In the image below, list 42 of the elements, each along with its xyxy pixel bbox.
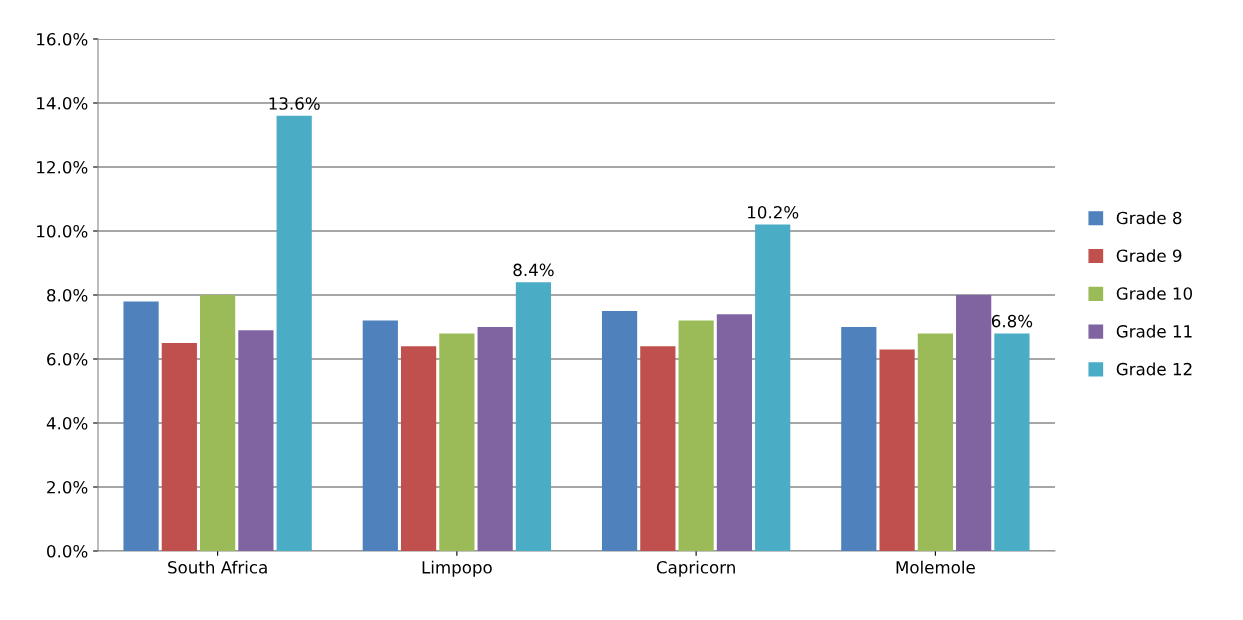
bar	[276, 115, 312, 551]
data-label: 8.4%	[513, 263, 554, 277]
y-tick-label: 2.0%	[47, 480, 88, 494]
bar	[678, 320, 714, 551]
y-tick-label: 16.0%	[37, 32, 88, 46]
bar	[238, 330, 274, 551]
y-tick-label: 8.0%	[47, 288, 88, 302]
y-tick-label: 0.0%	[47, 544, 88, 558]
legend-label: Grade 12	[1116, 362, 1192, 376]
data-label: 13.6%	[269, 97, 320, 110]
x-tick-label: Limpopo	[422, 560, 492, 577]
legend-label: Grade 10	[1116, 286, 1193, 300]
bar	[994, 333, 1030, 551]
bar	[477, 327, 513, 551]
x-tick-label: South Africa	[168, 560, 267, 574]
data-label: 10.2%	[748, 205, 799, 219]
bar	[200, 295, 236, 551]
y-tick-label: 10.0%	[37, 224, 88, 238]
bar	[601, 311, 638, 551]
bar	[439, 333, 475, 551]
bar	[515, 282, 552, 551]
data-label: 6.8%	[991, 314, 1033, 328]
y-tick-label: 4.0%	[46, 416, 88, 430]
x-tick-label: Capricorn	[656, 560, 735, 577]
x-tick-label: Molemole	[896, 560, 975, 574]
y-tick-label: 6.0%	[47, 352, 88, 366]
bar	[716, 314, 753, 551]
bar	[123, 301, 159, 551]
legend-label: Grade 11	[1116, 324, 1192, 338]
bar	[400, 346, 437, 551]
bar	[879, 349, 915, 551]
bar	[161, 343, 197, 551]
bar	[755, 224, 791, 551]
bar	[640, 346, 676, 551]
y-tick-label: 12.0%	[37, 160, 88, 174]
bar	[917, 333, 953, 551]
legend-label: Grade 9	[1116, 249, 1182, 263]
legend-label: Grade 8	[1116, 211, 1182, 225]
bar	[362, 320, 398, 551]
bar	[956, 295, 992, 551]
bar	[841, 327, 877, 551]
y-tick-label: 14.0%	[37, 96, 88, 110]
